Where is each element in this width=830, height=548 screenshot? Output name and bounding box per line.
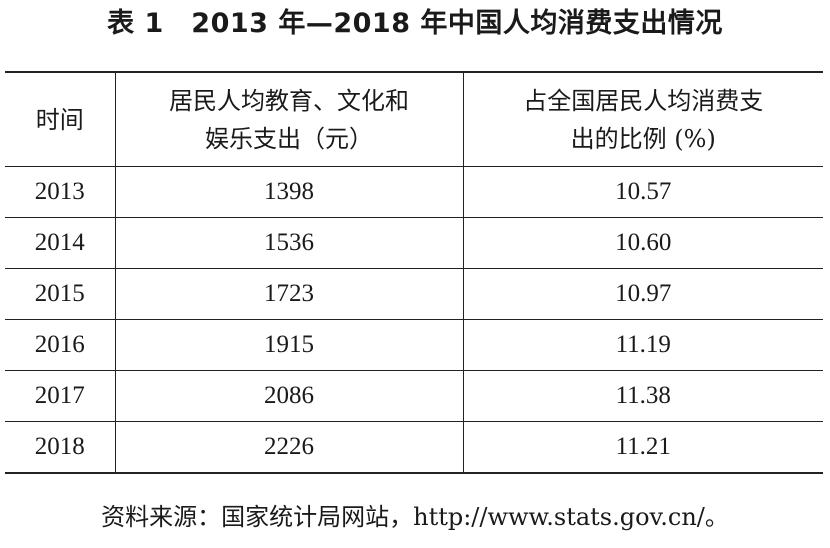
cell-year: 2016: [34, 331, 85, 358]
header-year: 时间: [5, 72, 115, 167]
header-year-line-1: 时间: [35, 105, 84, 134]
table-title: 表 1 2013 年—2018 年中国人均消费支出情况: [107, 8, 723, 39]
source-note: 资料来源：国家统计局网站，http://www.stats.gov.cn/。: [101, 503, 729, 531]
header-spending: 居民人均教育、文化和 娱乐支出（元）: [114, 72, 463, 167]
header-spending-line-1: 居民人均教育、文化和: [169, 86, 409, 115]
header-ratio-line-1: 占全国居民人均消费支: [523, 86, 764, 115]
cell-spending: 1723: [114, 268, 463, 320]
cell-year: 2014: [34, 229, 85, 256]
cell-ratio: 11.21: [462, 421, 823, 473]
cell-spending: 1915: [114, 319, 463, 371]
header-spending-line-2: 娱乐支出（元）: [205, 124, 373, 153]
table-row: 2014 1536 10.60: [5, 217, 823, 269]
cell-ratio: 11.38: [462, 370, 823, 422]
table-row: 2013 1398 10.57: [5, 166, 823, 218]
cell-spending: 2086: [114, 370, 463, 422]
table-row: 2018 2226 11.21: [5, 421, 823, 473]
table-row: 2017 2086 11.38: [5, 370, 823, 422]
table-row: 2015 1723 10.97: [5, 268, 823, 320]
cell-year: 2017: [34, 382, 85, 409]
cell-spending: 1536: [114, 217, 463, 269]
table-row: 2016 1915 11.19: [5, 319, 823, 371]
cell-ratio: 11.19: [462, 319, 823, 371]
cell-ratio: 10.57: [462, 166, 823, 218]
cell-year: 2013: [34, 178, 85, 205]
header-ratio-line-2: 出的比例 (%): [570, 124, 716, 153]
cell-year: 2015: [34, 280, 85, 307]
cell-year: 2018: [34, 433, 85, 460]
cell-spending: 2226: [114, 421, 463, 473]
header-row: 时间 居民人均教育、文化和 娱乐支出（元） 占全国居民人均消费支 出的比例 (%…: [5, 72, 823, 167]
header-ratio: 占全国居民人均消费支 出的比例 (%): [462, 72, 823, 167]
cell-spending: 1398: [114, 166, 463, 218]
cell-ratio: 10.97: [462, 268, 823, 320]
consumption-table: 时间 居民人均教育、文化和 娱乐支出（元） 占全国居民人均消费支 出的比例 (%…: [5, 71, 823, 474]
cell-ratio: 10.60: [462, 217, 823, 269]
